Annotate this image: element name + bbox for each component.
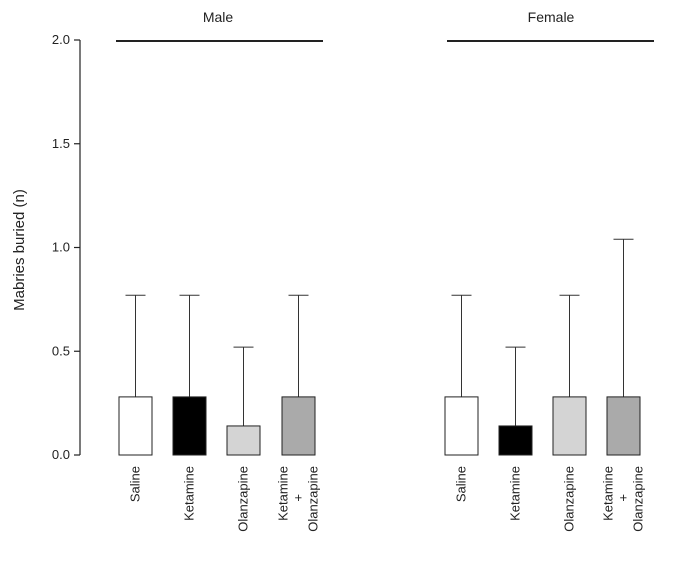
- category-label-line: Olanzapine: [306, 466, 321, 532]
- category-label: Saline: [128, 466, 143, 502]
- category-label-line: +: [616, 494, 631, 502]
- group-headers: Male Female: [116, 9, 654, 42]
- category-label-line: Ketamine: [601, 466, 616, 521]
- category-label: Olanzapine: [562, 466, 577, 532]
- category-label-line: Ketamine: [182, 466, 197, 521]
- axes: 0.0 0.5 1.0 1.5 2.0: [52, 32, 81, 462]
- group-label-female: Female: [528, 9, 575, 25]
- category-label: Saline: [454, 466, 469, 502]
- y-tick-label: 0.0: [52, 447, 70, 462]
- category-label-line: Olanzapine: [562, 466, 577, 532]
- category-label: Olanzapine: [236, 466, 251, 532]
- category-label-line: Saline: [454, 466, 469, 502]
- category-label: Ketamine: [508, 466, 523, 521]
- y-tick-label: 1.5: [52, 136, 70, 151]
- y-axis-label: Mabries buried (n): [11, 189, 28, 311]
- bar-male-2: [172, 396, 207, 456]
- category-label-line: Olanzapine: [631, 466, 646, 532]
- category-label-line: Ketamine: [508, 466, 523, 521]
- bar-male-3: [226, 425, 261, 456]
- y-tick-label: 2.0: [52, 32, 70, 47]
- category-label-line: Ketamine: [276, 466, 291, 521]
- bar-male-4: [281, 396, 316, 456]
- bar-female-3: [552, 396, 587, 456]
- category-label-line: Saline: [128, 466, 143, 502]
- bar-female-2: [498, 425, 533, 456]
- category-label-line: Olanzapine: [236, 466, 251, 532]
- category-label-line: +: [291, 494, 306, 502]
- bars: [118, 238, 641, 456]
- bar-female-4: [606, 396, 641, 456]
- category-labels: Saline Ketamine Olanzapine Ketamine+Olanzap…: [128, 466, 646, 532]
- y-tick-label: 1.0: [52, 240, 70, 255]
- bar-male-1: [118, 396, 153, 456]
- group-label-male: Male: [203, 9, 234, 25]
- category-label: Ketamine+Olanzapine: [601, 466, 646, 532]
- y-tick-label: 0.5: [52, 343, 70, 358]
- category-label: Ketamine+Olanzapine: [276, 466, 321, 532]
- category-label: Ketamine: [182, 466, 197, 521]
- bar-female-1: [444, 396, 479, 456]
